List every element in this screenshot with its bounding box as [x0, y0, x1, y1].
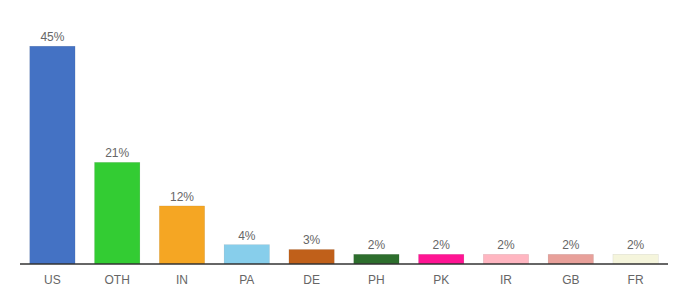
bar: [289, 249, 334, 264]
data-label: 2%: [627, 238, 645, 252]
data-label: 21%: [105, 146, 129, 160]
x-tick-label: US: [44, 273, 61, 287]
bar: [95, 162, 140, 264]
bar: [354, 254, 399, 264]
bar: [159, 206, 204, 264]
data-label: 45%: [40, 30, 64, 44]
bar: [30, 46, 75, 264]
bars: [30, 46, 659, 264]
x-tick-label: PH: [368, 273, 385, 287]
x-tick-label: OTH: [105, 273, 130, 287]
data-label: 3%: [303, 233, 321, 247]
x-tick-label: GB: [562, 273, 579, 287]
bar: [613, 254, 658, 264]
chart: 45% 21% 12% 4% 3% 2% 2% 2% 2% 2% US OTH IN PA DE PH PK IR…: [0, 0, 680, 300]
x-tick-labels: US OTH IN PA DE PH PK IR GB FR: [44, 273, 644, 287]
data-label: 2%: [368, 238, 386, 252]
x-tick-label: FR: [628, 273, 644, 287]
bar: [483, 254, 528, 264]
x-tick-label: PA: [239, 273, 254, 287]
data-label: 2%: [562, 238, 580, 252]
x-tick-label: IR: [500, 273, 512, 287]
data-label: 2%: [433, 238, 451, 252]
x-tick-label: DE: [303, 273, 320, 287]
bar: [548, 254, 593, 264]
data-label: 2%: [497, 238, 515, 252]
chart-container: 45% 21% 12% 4% 3% 2% 2% 2% 2% 2% US OTH IN PA DE PH PK IR…: [0, 0, 680, 300]
bar: [419, 254, 464, 264]
x-tick-label: PK: [433, 273, 449, 287]
data-labels: 45% 21% 12% 4% 3% 2% 2% 2% 2% 2%: [40, 30, 644, 252]
x-axis-line: [20, 263, 668, 265]
bar: [224, 245, 269, 264]
data-label: 4%: [238, 229, 256, 243]
data-label: 12%: [170, 190, 194, 204]
x-tick-label: IN: [176, 273, 188, 287]
